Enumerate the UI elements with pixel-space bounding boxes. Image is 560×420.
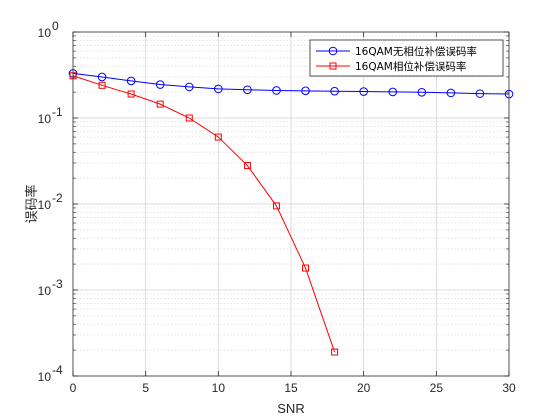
x-axis-label: SNR [277,401,304,416]
data-point-circle [388,87,398,97]
x-tick-label: 20 [357,381,371,395]
y-tick-exponent: -2 [52,191,63,205]
series-2 [69,72,339,356]
data-point-square [156,100,164,108]
legend-label: 16QAM相位补偿误码率 [355,60,466,73]
legend-marker-square [329,62,337,70]
data-point-square [331,348,339,356]
legend-marker-circle [328,46,338,56]
data-point-circle [97,72,107,82]
data-point-circle [417,87,427,97]
data-point-circle [475,89,485,98]
x-tick-label: 0 [70,381,77,395]
y-tick-exponent: -3 [52,277,63,291]
data-point-square [243,162,251,170]
data-point-square [272,202,280,210]
y-tick-label: 10 [38,112,52,126]
y-tick-exponent: -4 [52,363,63,377]
y-axis-label: 误码率 [24,184,39,223]
x-tick-label: 10 [212,381,226,395]
x-tick-label: 25 [430,381,444,395]
data-point-circle [359,87,368,96]
x-tick-label: 30 [502,381,516,395]
data-point-square [214,133,222,141]
x-tick-label: 15 [284,381,298,395]
series-layer [68,69,514,356]
x-tick-label: 5 [142,381,149,395]
data-point-square [127,90,135,98]
legend-label: 16QAM无相位补偿误码率 [355,45,477,58]
data-point-circle [446,88,456,98]
legend: 16QAM无相位补偿误码率 16QAM相位补偿误码率 [309,39,504,77]
y-tick-label: 10 [38,370,52,384]
data-point-circle [272,86,281,95]
data-point-square [185,114,193,122]
data-point-circle [184,82,194,92]
y-tick-exponent: 0 [52,19,59,33]
y-tick-label: 10 [38,284,52,298]
data-point-square [302,264,310,272]
series-line [72,72,510,95]
data-point-circle [301,86,310,96]
series-line [72,75,336,353]
legend-box [309,39,504,77]
y-tick-exponent: -1 [52,105,63,119]
data-point-circle [126,76,136,86]
data-point-circle [214,84,223,94]
data-point-circle [155,80,165,89]
data-point-circle [330,86,339,96]
data-point-circle [243,85,252,95]
y-tick-label: 10 [38,26,52,40]
y-tick-label: 10 [38,198,52,212]
data-point-square [98,81,106,89]
